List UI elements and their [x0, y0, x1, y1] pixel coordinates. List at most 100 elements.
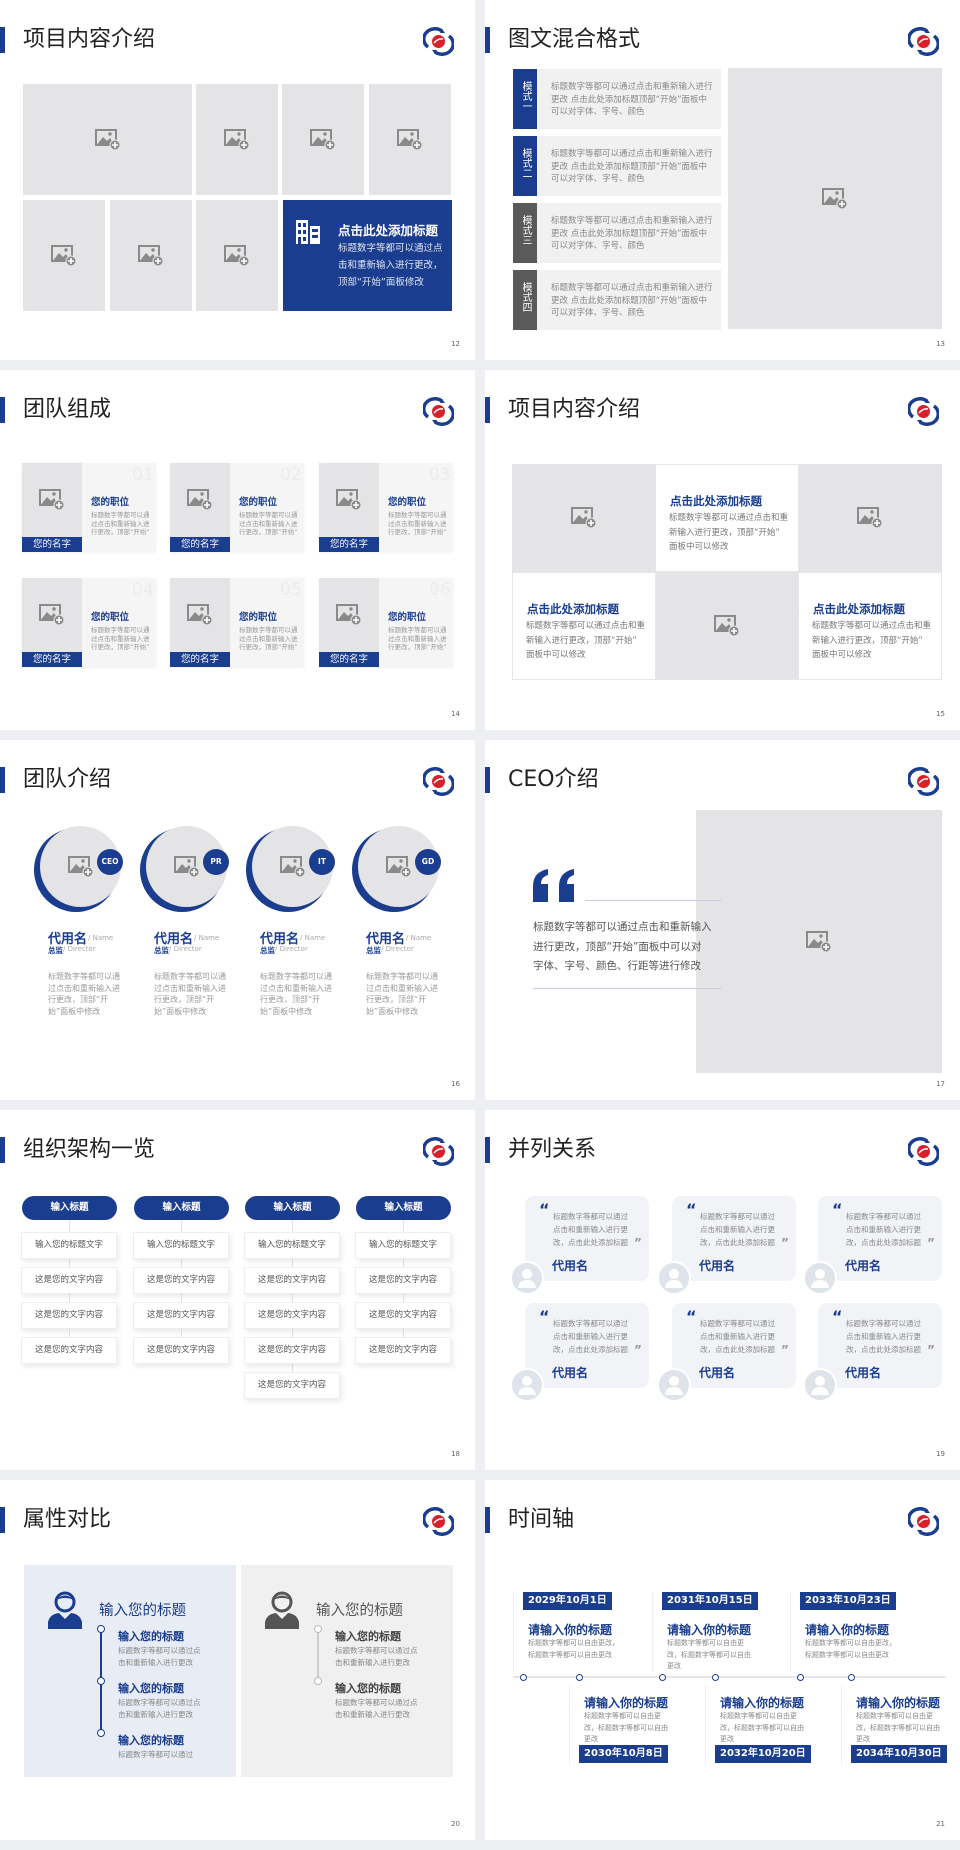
mode-label: 模式三: [520, 215, 531, 245]
image-placeholder[interactable]: [23, 200, 105, 311]
quote-text-line: 进行更改，顶部“开始”面板中可以对: [533, 940, 702, 953]
body-text-line: 标题数字等都可以通过点: [118, 1646, 201, 1655]
column-header-pill[interactable]: 输入标题: [22, 1196, 117, 1220]
column-header-pill[interactable]: 输入标题: [356, 1196, 451, 1220]
body-text-line: 行更改，顶部“开始”: [91, 528, 150, 536]
body-text-line: 点击和重新输入进行更: [553, 1332, 628, 1341]
member-photo-placeholder[interactable]: [22, 463, 82, 537]
member-photo-placeholder[interactable]: [319, 463, 379, 537]
slide-13: 图文混合格式 13 模式一标题数字等都可以通过点击和重新输入进行 更改 点击此处添加标…: [485, 0, 960, 360]
timeline-dot: [797, 1674, 804, 1681]
image-placeholder[interactable]: [798, 464, 942, 572]
event-title: 请输入你的标题: [856, 1696, 941, 1710]
slide-19: 并列关系 19 “标题数字等都可以通过 点击和重新输入进行更 改，点击此处添加标题” 代用…: [485, 1110, 960, 1470]
member-photo-placeholder[interactable]: [22, 578, 82, 652]
add-image-icon: [94, 128, 121, 151]
add-image-icon: [51, 244, 77, 267]
member-photo-placeholder[interactable]: [319, 578, 379, 652]
divider-line: [533, 988, 721, 989]
timeline-dot: [97, 1625, 105, 1633]
page-number: 13: [936, 340, 945, 348]
member-name: 您的名字: [170, 537, 230, 552]
slide-title: 图文混合格式: [508, 27, 641, 52]
logo-icon: [907, 1506, 940, 1537]
body-text-line: 面板中可以修改: [669, 542, 729, 552]
timeline-dot: [576, 1674, 583, 1681]
body-text-line: 标题数字等都可以自由更改: [805, 1650, 889, 1659]
event-title: 请输入你的标题: [720, 1696, 805, 1710]
main-image-placeholder[interactable]: [728, 68, 942, 329]
body-text-line: 改，点击此处添加标题: [700, 1238, 775, 1247]
timeline-dot: [712, 1674, 719, 1681]
image-placeholder[interactable]: [23, 84, 192, 195]
person-name: 代用名: [699, 1259, 736, 1273]
timeline-dot: [97, 1677, 105, 1685]
image-placeholder[interactable]: [196, 200, 278, 311]
org-item-box[interactable]: 输入您的标题文字: [21, 1232, 117, 1259]
mode-tab[interactable]: 模式二: [513, 136, 537, 196]
add-image-icon: [224, 128, 250, 151]
member-card: 您的名字 01 您的职位 标题数字等都可以通 过点击和重新输入进 行更改，顶部“开始”: [22, 463, 156, 552]
org-item-box[interactable]: 这是您的文字内容: [355, 1267, 451, 1294]
org-item-box[interactable]: 这是您的文字内容: [21, 1267, 117, 1294]
add-image-icon: [806, 930, 832, 953]
body-text-line: 点击和重新输入进行更: [553, 1225, 628, 1234]
org-item-box[interactable]: 这是您的文字内容: [244, 1372, 340, 1399]
mode-tab[interactable]: 模式一: [513, 69, 537, 129]
body-text-line: 标题数字等都可以通过点击和重新输入进行: [551, 82, 713, 92]
org-item-box[interactable]: 这是您的文字内容: [133, 1302, 229, 1329]
org-item-box[interactable]: 输入您的标题文字: [244, 1232, 340, 1259]
avatar: [803, 1261, 837, 1295]
org-item-box[interactable]: 这是您的文字内容: [21, 1302, 117, 1329]
member-name: 代用名: [366, 932, 406, 947]
column-header-pill[interactable]: 输入标题: [134, 1196, 229, 1220]
body-text-line: 顶部“开始”面板修改: [338, 277, 424, 288]
page-number: 17: [936, 1080, 945, 1088]
mode-text-box: 标题数字等都可以通过点击和重新输入进行 更改 点击此处添加标题顶部“开始”面板中可…: [537, 203, 721, 263]
member-number: 05: [280, 580, 302, 600]
org-item-box[interactable]: 这是您的文字内容: [355, 1302, 451, 1329]
add-image-icon: [310, 128, 336, 151]
mode-label: 模式四: [520, 282, 531, 312]
image-placeholder[interactable]: [369, 84, 451, 195]
org-item-box[interactable]: 这是您的文字内容: [355, 1337, 451, 1364]
mode-tab[interactable]: 模式三: [513, 203, 537, 263]
org-item-box[interactable]: 这是您的文字内容: [244, 1302, 340, 1329]
timeline-dot: [97, 1729, 105, 1737]
member-photo-placeholder[interactable]: [170, 578, 230, 652]
close-quote-icon: ”: [634, 1343, 642, 1357]
body-text-line: 改，点击此处添加标题: [553, 1238, 628, 1247]
timeline-dot: [659, 1674, 666, 1681]
org-item-box[interactable]: 这是您的文字内容: [133, 1337, 229, 1364]
member-role-en: / Director: [169, 945, 202, 953]
image-placeholder[interactable]: [110, 200, 192, 311]
open-quote-icon: “: [686, 1200, 697, 1219]
event-title: 请输入你的标题: [528, 1623, 613, 1637]
event-date: 2033年10月23日: [800, 1592, 896, 1610]
image-placeholder[interactable]: [196, 84, 278, 195]
body-text-line: 改，点击此处添加标题: [846, 1345, 921, 1354]
image-placeholder[interactable]: [512, 464, 655, 572]
member-photo-placeholder[interactable]: [170, 463, 230, 537]
body-text-line: 可以对字体、字号、颜色: [551, 241, 645, 251]
column-header-pill[interactable]: 输入标题: [245, 1196, 340, 1220]
page-number: 16: [451, 1080, 460, 1088]
add-image-icon: [822, 187, 848, 210]
body-text-line: 点击和重新输入进行更: [700, 1225, 775, 1234]
slide-title: 项目内容介绍: [23, 27, 156, 52]
feature-panel: 点击此处添加标题 标题数字等都可以通过点 击和重新输入进行更改， 顶部“开始”面板修改: [283, 200, 452, 311]
body-text-line: 行更改，顶部“开: [48, 995, 109, 1004]
org-item-box[interactable]: 输入您的标题文字: [133, 1232, 229, 1259]
mode-tab[interactable]: 模式四: [513, 270, 537, 330]
org-item-box[interactable]: 这是您的文字内容: [244, 1337, 340, 1364]
org-item-box[interactable]: 这是您的文字内容: [133, 1267, 229, 1294]
ceo-photo-placeholder[interactable]: [696, 810, 942, 1073]
body-text-line: 行更改，顶部“开始”: [91, 643, 150, 651]
org-item-box[interactable]: 这是您的文字内容: [244, 1267, 340, 1294]
image-placeholder[interactable]: [282, 84, 364, 195]
body-text-line: 始”面板中修改: [48, 1006, 101, 1016]
event-date: 2031年10月15日: [662, 1592, 758, 1610]
org-item-box[interactable]: 这是您的文字内容: [21, 1337, 117, 1364]
org-item-box[interactable]: 输入您的标题文字: [355, 1232, 451, 1259]
image-placeholder[interactable]: [655, 572, 798, 680]
